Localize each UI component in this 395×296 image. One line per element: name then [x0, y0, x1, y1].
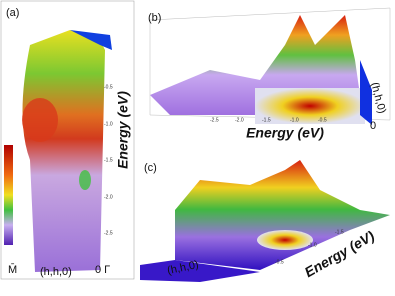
heatmap: [257, 230, 313, 250]
panel-b: (b) Energy (eV) -2.5 -2.0 -1.5 -1.0 -0.5…: [148, 7, 391, 141]
surface-edge: [70, 30, 112, 50]
surface: [22, 30, 105, 272]
axis-title: Energy (eV): [246, 125, 324, 141]
axis-label: M̄: [8, 263, 17, 276]
tick-label: -1.5: [335, 229, 344, 235]
panel-a: (a) Energy (eV) -0.5 -1.0 -1.5 -2.0 -2.5…: [0, 0, 135, 280]
tick-label: -0.5: [104, 84, 113, 90]
tick-label: -0.5: [318, 117, 327, 123]
box: [149, 7, 391, 121]
tick-label: -1.0: [290, 117, 299, 123]
panel-label: (c): [144, 162, 157, 174]
axis-label: 0 Γ: [95, 264, 110, 276]
tick-label: -0.5: [275, 259, 284, 265]
floor: [140, 260, 260, 282]
peak: [79, 170, 91, 190]
tick-label: -1.0: [104, 121, 113, 127]
surface: [175, 160, 390, 270]
heatmap: [255, 88, 365, 124]
tick-label: -1.5: [262, 117, 271, 123]
tick-label: -2.5: [104, 230, 113, 236]
tick-label: -2.0: [104, 194, 113, 200]
tick-label: -2.5: [210, 117, 219, 123]
tick-label: -1.5: [104, 157, 113, 163]
axis-label: 0: [370, 120, 376, 132]
axis-label: (h,h,0): [40, 266, 72, 278]
peak: [22, 98, 58, 142]
surface-edge: [360, 60, 372, 125]
colorbar: [4, 145, 13, 245]
panel-c: (c) Energy (eV) -0.5 -1.0 -1.5 (h,h,0): [138, 150, 394, 292]
tick-label: -1.0: [308, 242, 317, 248]
panel-label: (b): [148, 12, 161, 24]
panel-label: (a): [6, 7, 19, 19]
axis-title: Energy (eV): [115, 91, 131, 169]
tick-label: -2.0: [235, 117, 244, 123]
